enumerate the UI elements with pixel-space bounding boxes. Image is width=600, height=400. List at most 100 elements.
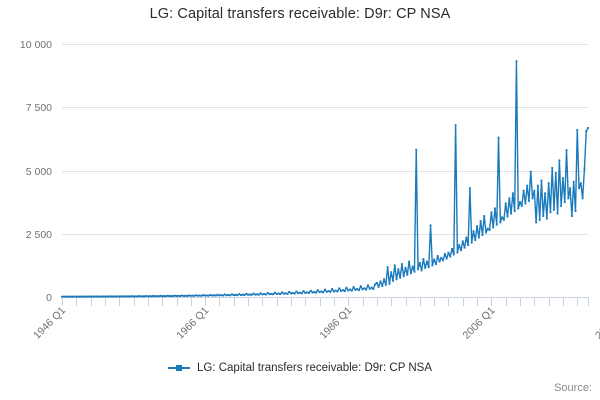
series-point-marker xyxy=(560,204,563,207)
legend-line-marker-icon xyxy=(168,362,190,374)
series-point-marker xyxy=(570,215,573,217)
series-point-marker xyxy=(549,211,552,214)
series-point-marker xyxy=(125,295,128,298)
series-point-marker xyxy=(331,288,334,290)
series-point-marker xyxy=(409,272,412,275)
series-point-marker xyxy=(451,247,453,250)
x-tick-label: 1966 Q1 xyxy=(174,305,211,342)
series-point-marker xyxy=(186,295,189,297)
series-point-marker xyxy=(89,295,92,298)
series-point-marker xyxy=(86,295,88,298)
series-point-marker xyxy=(266,292,269,294)
series-point-marker xyxy=(143,295,146,298)
series-point-marker xyxy=(148,295,151,298)
series-point-marker xyxy=(152,294,155,297)
series-point-marker xyxy=(98,295,101,298)
series-point-marker xyxy=(445,257,448,260)
series-point-marker xyxy=(297,292,300,295)
x-axis-labels: 1946 Q1 1966 Q1 1986 Q1 2006 Q1 2024 Q2 xyxy=(31,305,600,342)
series-point-marker xyxy=(171,295,174,298)
series-point-marker xyxy=(343,290,346,293)
series-point-marker xyxy=(363,287,366,290)
series-point-marker xyxy=(467,244,470,247)
series-point-marker xyxy=(256,293,258,296)
series-point-marker xyxy=(179,295,182,298)
series-point-marker xyxy=(245,292,248,295)
series-point-marker xyxy=(272,293,275,296)
series-point-marker xyxy=(320,290,323,293)
series-point-marker xyxy=(510,212,513,215)
series-point-marker xyxy=(141,295,144,298)
series-point-marker xyxy=(440,256,443,259)
series-point-marker xyxy=(340,290,343,292)
series-point-marker xyxy=(531,197,534,200)
series-point-marker xyxy=(112,295,115,298)
series-point-marker xyxy=(406,273,409,276)
series-point-marker xyxy=(490,211,493,214)
series-point-marker xyxy=(166,294,169,297)
series-point-marker xyxy=(325,290,328,293)
series-point-marker xyxy=(161,295,164,298)
series-point-marker xyxy=(164,295,167,298)
series-point-marker xyxy=(103,295,106,298)
series-point-marker xyxy=(270,292,273,295)
series-point-marker xyxy=(583,168,586,171)
series-point-marker xyxy=(567,197,570,200)
series-point-marker xyxy=(87,295,90,298)
series-point-marker xyxy=(232,294,235,297)
series-point-marker xyxy=(494,207,496,210)
x-tick-label: 2006 Q1 xyxy=(461,305,498,342)
series-point-marker xyxy=(544,192,547,195)
series-point-marker xyxy=(279,293,282,296)
series-point-marker xyxy=(345,286,348,289)
series-point-marker xyxy=(529,170,532,173)
series-point-marker xyxy=(182,294,185,297)
series-point-marker xyxy=(352,286,355,288)
series-point-marker xyxy=(250,293,253,296)
series-line xyxy=(61,60,589,298)
series-point-marker xyxy=(129,295,131,298)
series-point-marker xyxy=(223,293,226,296)
series-point-marker xyxy=(540,179,543,182)
series-point-marker xyxy=(134,295,137,298)
series-point-marker xyxy=(275,293,278,295)
series-point-marker xyxy=(417,268,419,271)
series-point-marker xyxy=(207,294,210,297)
series-point-marker xyxy=(109,295,112,298)
series-point-marker xyxy=(70,295,72,298)
series-point-marker xyxy=(488,229,491,231)
series-point-marker xyxy=(139,295,142,298)
series-point-marker xyxy=(485,231,487,234)
series-point-marker xyxy=(225,294,228,297)
series-point-marker xyxy=(424,266,427,269)
series-point-marker xyxy=(479,220,482,223)
series-point-marker xyxy=(502,218,505,221)
series-point-marker xyxy=(513,210,516,212)
series-point-marker xyxy=(214,294,217,297)
series-point-marker xyxy=(78,295,81,298)
series-point-marker xyxy=(350,289,353,292)
series-point-marker xyxy=(96,295,99,298)
series-point-marker xyxy=(93,295,96,298)
series-point-marker xyxy=(309,289,312,292)
series-point-marker xyxy=(61,295,63,298)
series-point-marker xyxy=(504,202,507,205)
series-point-marker xyxy=(501,216,504,219)
series-point-marker xyxy=(123,295,126,298)
series-point-marker xyxy=(209,293,212,296)
series-point-marker xyxy=(299,291,301,294)
series-point-marker xyxy=(359,285,362,288)
series-point-marker xyxy=(130,295,133,298)
series-point-marker xyxy=(522,189,525,192)
series-point-marker xyxy=(68,295,71,298)
series-point-marker xyxy=(447,251,450,254)
series-point-marker xyxy=(381,285,384,288)
series-point-marker xyxy=(374,283,377,286)
series-point-marker xyxy=(497,136,500,139)
series-point-marker xyxy=(536,184,539,187)
series-point-marker xyxy=(476,225,479,228)
series-point-marker xyxy=(295,290,298,293)
series-point-marker xyxy=(248,293,251,296)
series-point-marker xyxy=(365,288,368,291)
series-point-marker xyxy=(336,290,339,293)
